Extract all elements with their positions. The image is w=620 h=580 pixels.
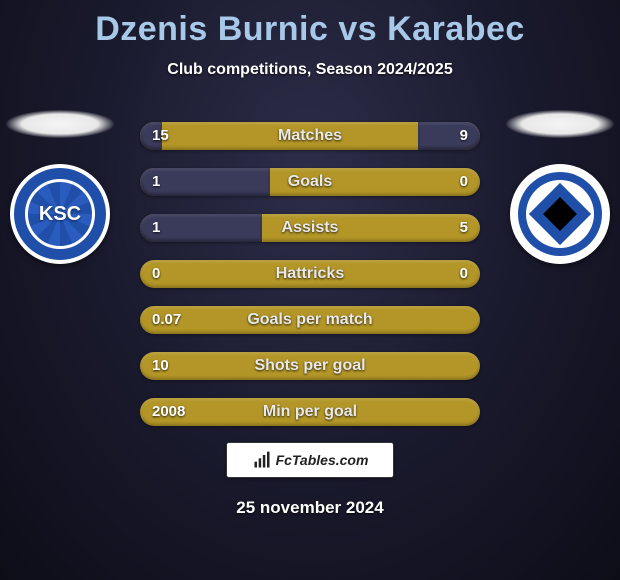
stat-row: 10Shots per goal <box>110 348 510 384</box>
stat-row: 2008Min per goal <box>110 394 510 430</box>
player-photo-placeholder-left <box>6 110 114 138</box>
player-photo-placeholder-right <box>506 110 614 138</box>
page-title: Dzenis Burnic vs Karabec <box>0 0 620 49</box>
stat-row: 10Goals <box>110 164 510 200</box>
team-badge-left-label: KSC <box>39 203 81 226</box>
site-branding-badge: FcTables.com <box>226 442 394 478</box>
stat-row: 159Matches <box>110 118 510 154</box>
left-player-column: KSC <box>0 110 120 264</box>
stat-bar-track <box>140 306 480 334</box>
team-badge-right <box>510 164 610 264</box>
stat-row: 00Hattricks <box>110 256 510 292</box>
stat-bar-fill-left <box>140 214 262 242</box>
stat-row: 0.07Goals per match <box>110 302 510 338</box>
chart-icon <box>252 450 272 470</box>
stat-bar-fill-right <box>418 122 480 150</box>
stat-bar-track <box>140 352 480 380</box>
comparison-chart: 159Matches 10Goals 15Assists 00Hattricks 0.0… <box>110 118 510 440</box>
stat-bar-fill-left <box>140 122 162 150</box>
right-player-column <box>500 110 620 264</box>
stat-row: 15Assists <box>110 210 510 246</box>
stat-bar-fill-left <box>140 168 270 196</box>
snapshot-date: 25 november 2024 <box>0 498 620 518</box>
subtitle: Club competitions, Season 2024/2025 <box>0 61 620 79</box>
stat-bar-track <box>140 398 480 426</box>
team-badge-left: KSC <box>10 164 110 264</box>
site-branding-text: FcTables.com <box>276 452 369 468</box>
stat-bar-track <box>140 260 480 288</box>
